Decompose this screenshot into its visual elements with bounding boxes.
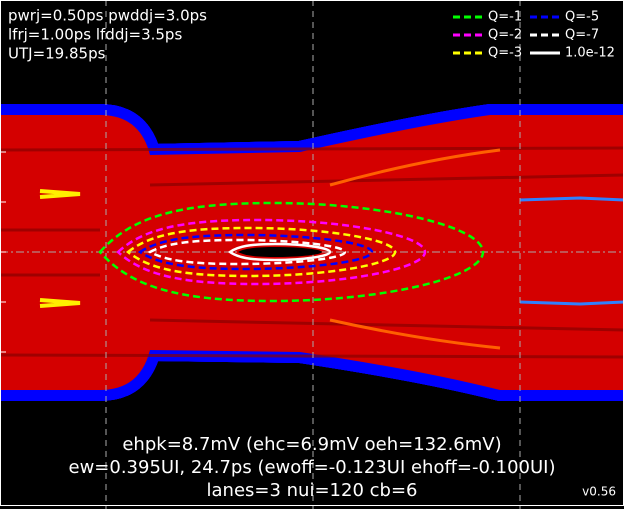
- summary: ehpk=8.7mV (ehc=6.9mV oeh=132.6mV): [122, 434, 501, 455]
- legend-label: Q=-5: [565, 10, 599, 25]
- contour: [98, 201, 485, 303]
- legend-label: Q=-3: [488, 46, 522, 61]
- annotation: lfrj=1.00ps lfddj=3.5ps: [8, 26, 182, 44]
- summary: lanes=3 nui=120 cb=6: [207, 480, 418, 501]
- contour: [137, 233, 374, 271]
- annotation: pwrj=0.50ps pwddj=3.0ps: [8, 7, 207, 25]
- contour: [125, 226, 397, 278]
- bright-streaks: [39, 148, 624, 350]
- contour: [227, 242, 332, 262]
- ticks: [1, 151, 6, 353]
- summary: ew=0.395UI, 24.7ps (ewoff=-0.123UI ehoff…: [69, 457, 556, 478]
- contour-core: [238, 247, 322, 257]
- legend-label: Q=-1: [488, 10, 522, 25]
- contours: [98, 201, 485, 303]
- legend-label: Q=-7: [565, 28, 599, 43]
- contour: [116, 218, 427, 286]
- legend-label: 1.0e-12: [565, 46, 615, 61]
- legend: Q=-1 Q=-2 Q=-3 Q=-5 Q=-7 1.0e-12: [453, 10, 615, 61]
- contour: [147, 238, 347, 266]
- annotation: UTJ=19.85ps: [8, 45, 106, 63]
- version: v0.56: [582, 485, 616, 499]
- legend-label: Q=-2: [488, 28, 522, 43]
